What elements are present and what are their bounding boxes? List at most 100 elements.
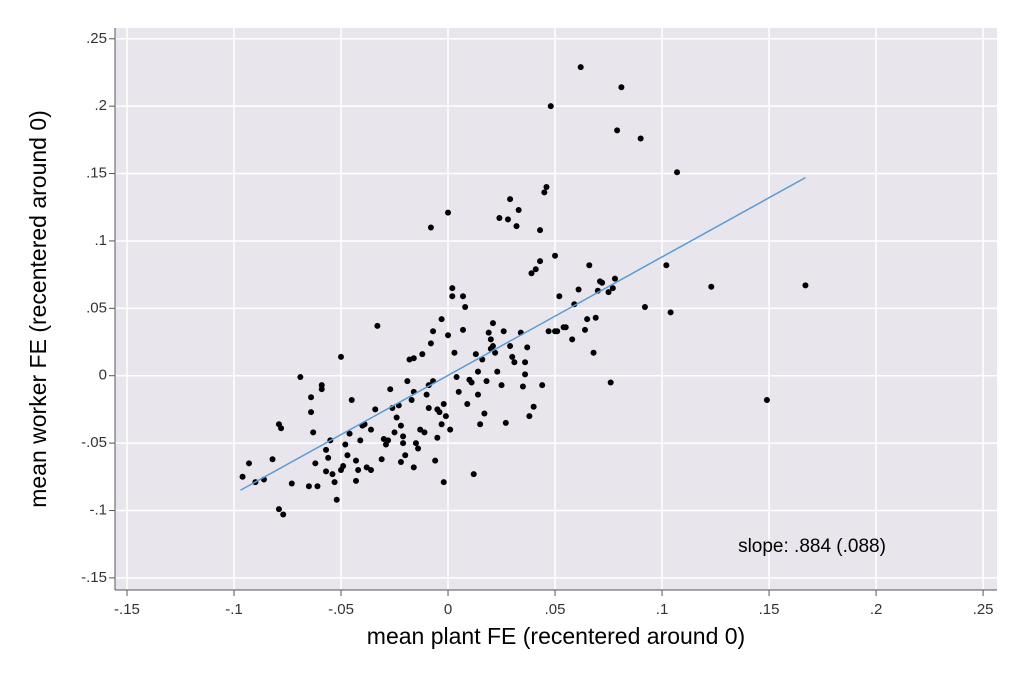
point bbox=[423, 391, 430, 398]
point bbox=[543, 184, 550, 191]
point bbox=[415, 445, 422, 452]
point bbox=[455, 388, 462, 395]
point bbox=[539, 382, 546, 389]
point bbox=[477, 421, 484, 428]
point bbox=[569, 336, 576, 343]
point bbox=[599, 279, 606, 286]
x-tick-label: -.05 bbox=[328, 601, 354, 618]
point bbox=[468, 379, 475, 386]
point bbox=[464, 401, 471, 408]
point bbox=[410, 464, 417, 471]
point bbox=[641, 303, 648, 310]
point bbox=[318, 386, 325, 393]
point bbox=[352, 457, 359, 464]
point bbox=[609, 285, 616, 292]
point bbox=[460, 326, 467, 333]
point bbox=[511, 359, 518, 366]
point bbox=[489, 320, 496, 327]
point bbox=[419, 351, 426, 358]
point bbox=[367, 467, 374, 474]
point bbox=[637, 135, 644, 142]
point bbox=[430, 328, 437, 335]
point bbox=[314, 483, 321, 490]
x-tick-label: .15 bbox=[759, 601, 780, 618]
point bbox=[445, 332, 452, 339]
point bbox=[513, 223, 520, 230]
y-tick-label: .1 bbox=[94, 232, 107, 249]
point bbox=[436, 409, 443, 416]
y-tick-label: -.05 bbox=[81, 434, 107, 451]
point bbox=[474, 391, 481, 398]
point bbox=[288, 480, 295, 487]
y-tick-label: -.1 bbox=[89, 501, 107, 518]
point bbox=[323, 446, 330, 453]
point bbox=[449, 293, 456, 300]
point bbox=[378, 456, 385, 463]
point bbox=[515, 206, 522, 213]
point bbox=[385, 437, 392, 444]
point bbox=[338, 353, 345, 360]
point bbox=[372, 406, 379, 413]
point bbox=[562, 324, 569, 331]
point bbox=[489, 343, 496, 350]
point bbox=[397, 458, 404, 465]
point bbox=[577, 64, 584, 71]
point bbox=[802, 282, 809, 289]
point bbox=[447, 426, 454, 433]
point bbox=[408, 396, 415, 403]
y-tick-label: 0 bbox=[99, 367, 107, 384]
point bbox=[487, 336, 494, 343]
x-tick-label: .25 bbox=[973, 601, 994, 618]
point bbox=[325, 454, 332, 461]
point bbox=[492, 349, 499, 356]
point bbox=[438, 316, 445, 323]
point bbox=[545, 328, 552, 335]
point bbox=[404, 378, 411, 385]
point bbox=[275, 506, 282, 513]
point bbox=[554, 328, 561, 335]
point bbox=[357, 437, 364, 444]
point bbox=[575, 286, 582, 293]
point bbox=[462, 303, 469, 310]
point bbox=[355, 467, 362, 474]
point bbox=[460, 293, 467, 300]
point bbox=[586, 262, 593, 269]
point bbox=[532, 266, 539, 273]
point bbox=[340, 463, 347, 470]
point bbox=[504, 216, 511, 223]
point bbox=[498, 382, 505, 389]
point bbox=[474, 368, 481, 375]
x-tick-label: -.15 bbox=[114, 601, 140, 618]
point bbox=[763, 396, 770, 403]
point bbox=[308, 394, 315, 401]
point bbox=[427, 340, 434, 347]
y-tick-label: .25 bbox=[86, 30, 107, 47]
point bbox=[312, 460, 319, 467]
point bbox=[333, 496, 340, 503]
point bbox=[590, 349, 597, 356]
point bbox=[618, 84, 625, 91]
point bbox=[269, 456, 276, 463]
point bbox=[494, 368, 501, 375]
point bbox=[434, 434, 441, 441]
point bbox=[374, 322, 381, 329]
point bbox=[530, 403, 537, 410]
point bbox=[526, 413, 533, 420]
point bbox=[472, 351, 479, 358]
point bbox=[582, 326, 589, 333]
point bbox=[552, 252, 559, 259]
point bbox=[663, 262, 670, 269]
point bbox=[427, 224, 434, 231]
point bbox=[667, 309, 674, 316]
point bbox=[438, 421, 445, 428]
point bbox=[485, 329, 492, 336]
x-axis-title: mean plant FE (recentered around 0) bbox=[367, 623, 745, 649]
y-tick-label: -.15 bbox=[81, 569, 107, 586]
point bbox=[592, 314, 599, 321]
point bbox=[442, 413, 449, 420]
point bbox=[584, 316, 591, 323]
point bbox=[674, 169, 681, 176]
point bbox=[507, 343, 514, 350]
point bbox=[278, 425, 285, 432]
